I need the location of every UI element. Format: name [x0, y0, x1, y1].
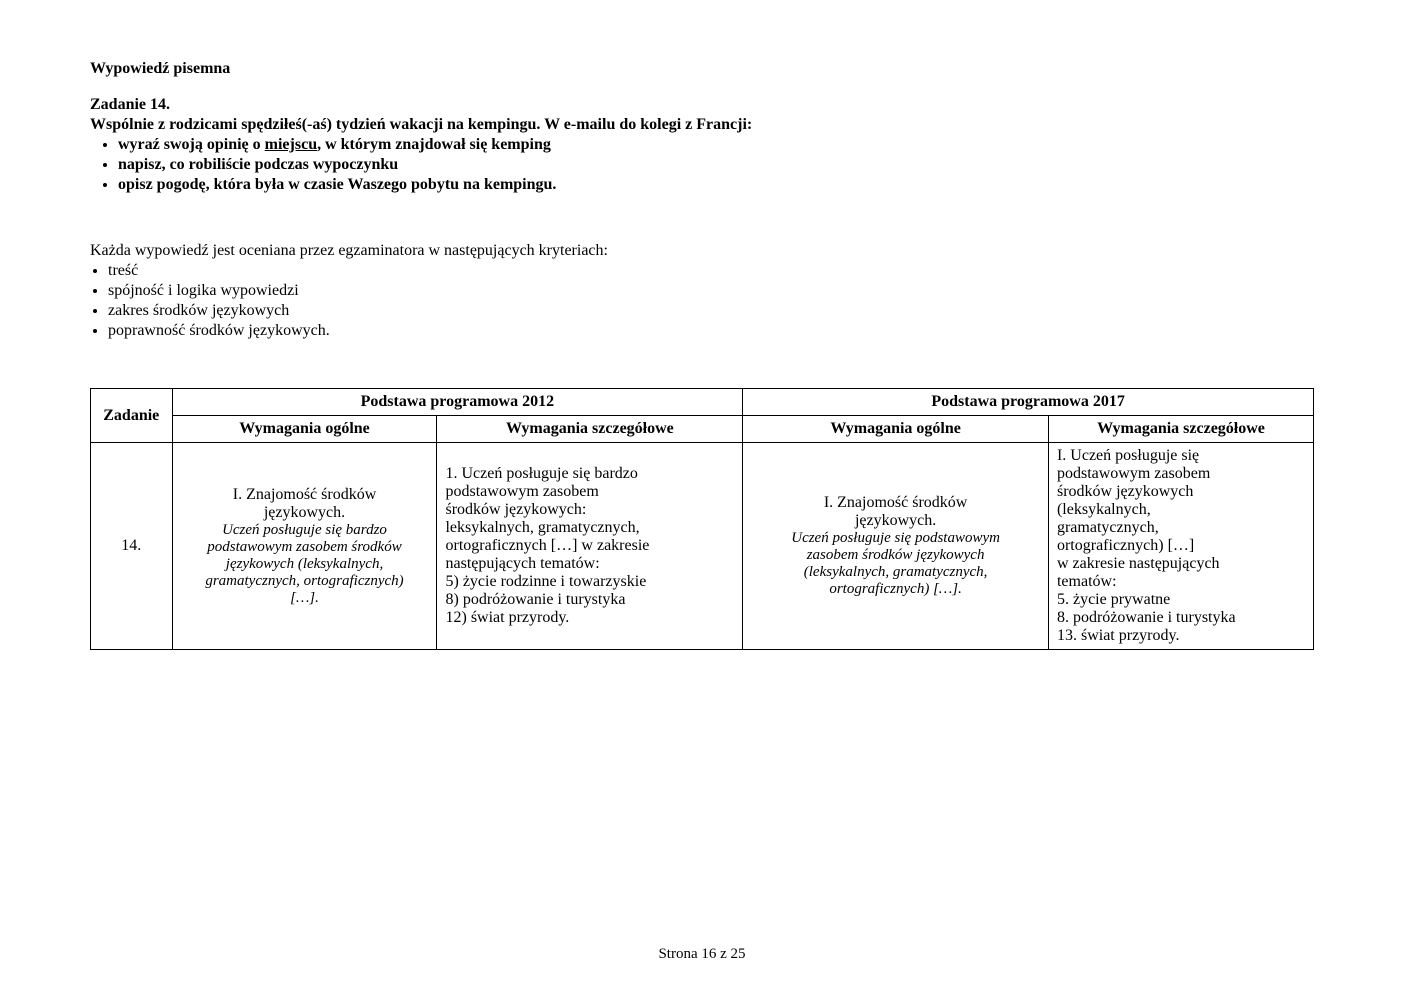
page-number: Strona 16 z 25 [0, 946, 1404, 963]
cell-2012-ogolne: I. Znajomość środków językowych. Uczeń p… [172, 443, 437, 650]
cell-2017-szczegolowe: I. Uczeń posługuje się podstawowym zasob… [1048, 443, 1313, 650]
header-2012-ogolne: Wymagania ogólne [172, 416, 437, 443]
bullet-3: opisz pogodę, która była w czasie Waszeg… [118, 176, 1314, 194]
criteria-item-3: zakres środków językowych [108, 302, 1314, 320]
cell-zadanie: 14. [91, 443, 173, 650]
task-label: Zadanie 14. [90, 96, 1314, 114]
bullet-1-pre: wyraź swoją opinię o [118, 136, 265, 153]
bullet-3-pre: opisz pogodę, która była w czasie Waszeg… [118, 176, 556, 193]
bullet-1-post: , w którym znajdował się kemping [317, 136, 551, 153]
header-2012-szczegolowe: Wymagania szczegółowe [437, 416, 743, 443]
table-row: 14. I. Znajomość środków językowych. Ucz… [91, 443, 1314, 650]
cell-2017-ogolne: I. Znajomość środków językowych. Uczeń p… [743, 443, 1049, 650]
criteria-item-4: poprawność środków językowych. [108, 322, 1314, 340]
bullet-2: napisz, co robiliście podczas wypoczynku [118, 156, 1314, 174]
cell-2017-ogolne-title: I. Znajomość środków językowych. [751, 494, 1040, 530]
criteria-list: treść spójność i logika wypowiedzi zakre… [90, 262, 1314, 340]
criteria-item-2: spójność i logika wypowiedzi [108, 282, 1314, 300]
header-zadanie: Zadanie [91, 389, 173, 443]
header-pp2012: Podstawa programowa 2012 [172, 389, 743, 416]
header-2017-szczegolowe: Wymagania szczegółowe [1048, 416, 1313, 443]
cell-2017-ogolne-italic: Uczeń posługuje się podstawowym zasobem … [751, 530, 1040, 598]
task-intro: Wspólnie z rodzicami spędziłeś(-aś) tydz… [90, 116, 1314, 134]
bullet-2-pre: napisz, co robiliście podczas wypoczynku [118, 156, 398, 173]
bullet-1-underline: miejscu [265, 136, 317, 153]
cell-2012-ogolne-italic: Uczeń posługuje się bardzo podstawowym z… [181, 522, 429, 607]
criteria-intro: Każda wypowiedź jest oceniana przez egza… [90, 242, 1314, 260]
cell-2012-ogolne-title: I. Znajomość środków językowych. [181, 486, 429, 522]
cell-2012-szczegolowe: 1. Uczeń posługuje się bardzo podstawowy… [437, 443, 743, 650]
requirements-table: Zadanie Podstawa programowa 2012 Podstaw… [90, 388, 1314, 650]
criteria-item-1: treść [108, 262, 1314, 280]
bullet-1: wyraź swoją opinię o miejscu, w którym z… [118, 136, 1314, 154]
header-pp2017: Podstawa programowa 2017 [743, 389, 1314, 416]
table-header-row-2: Wymagania ogólne Wymagania szczegółowe W… [91, 416, 1314, 443]
section-title: Wypowiedź pisemna [90, 60, 1314, 78]
header-2017-ogolne: Wymagania ogólne [743, 416, 1049, 443]
table-header-row-1: Zadanie Podstawa programowa 2012 Podstaw… [91, 389, 1314, 416]
task-bullets: wyraź swoją opinię o miejscu, w którym z… [118, 136, 1314, 194]
